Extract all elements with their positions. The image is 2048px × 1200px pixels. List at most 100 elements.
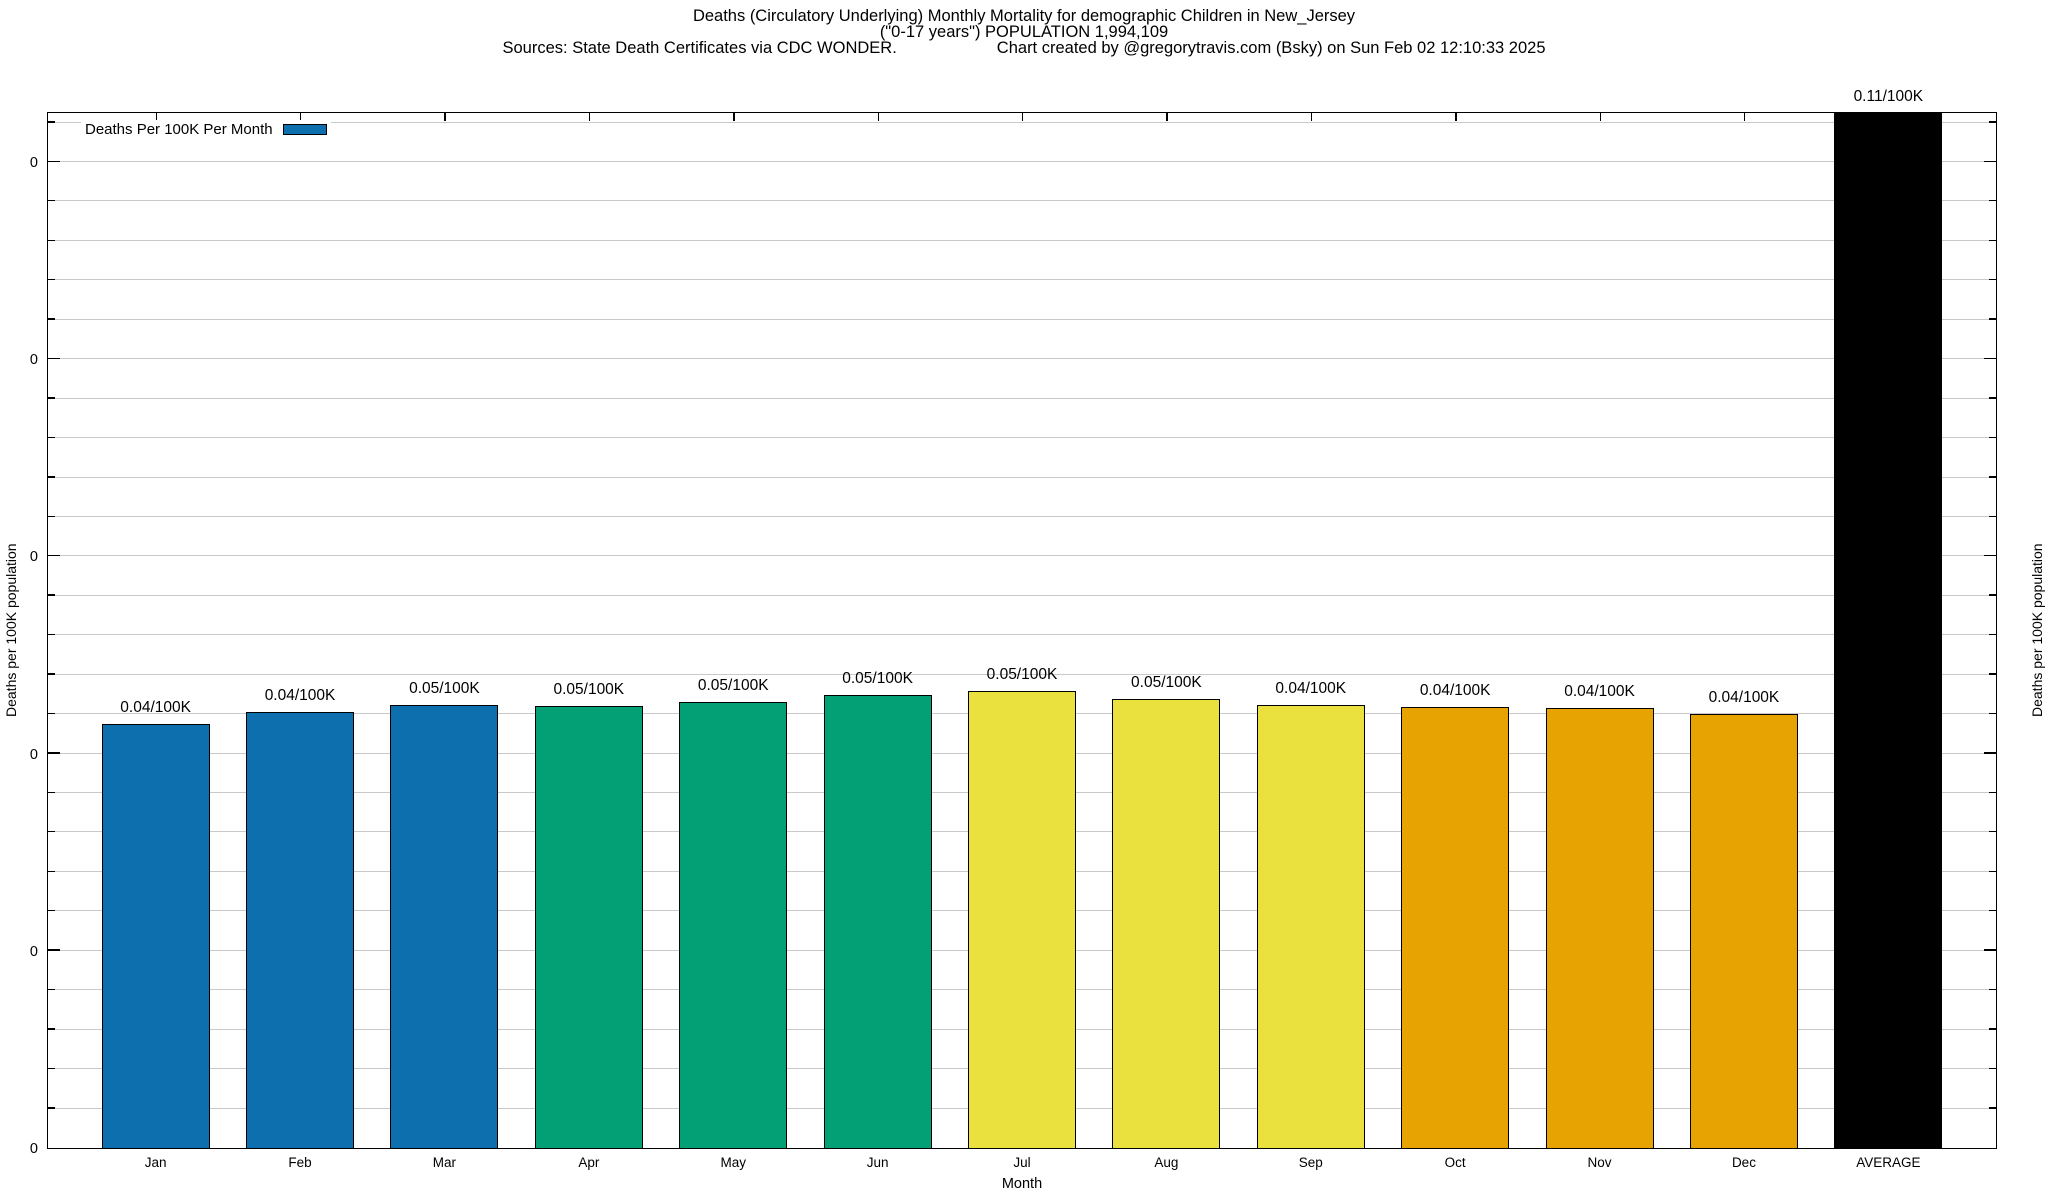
minor-gridline (48, 437, 1996, 439)
major-gridline (48, 555, 1996, 557)
y-axis-tick (1989, 515, 1996, 517)
y-axis-tick (48, 831, 55, 833)
plot-area: 0.04/100K 0.04/100K 0.05/100K 0.05/100K 0.05… (47, 88, 1997, 1149)
bar-slot-jun: 0.05/100K (805, 113, 949, 1148)
legend-color-swatch (282, 124, 327, 135)
bar-feb (246, 712, 355, 1148)
y-axis-tick (1984, 752, 1996, 754)
y-axis-tick (1989, 909, 1996, 912)
chart-title-line3: Sources: State Death Certificates via CD… (0, 39, 2048, 57)
x-axis-top-tick (155, 113, 158, 121)
bar-slot-oct: 0.04/100K (1383, 113, 1527, 1148)
y-axis-tick (48, 278, 55, 281)
y-axis-tick (1984, 160, 1996, 162)
y-axis-tick-label: 0 (29, 352, 38, 369)
bar-value-label-apr: 0.05/100K (553, 681, 625, 699)
y-axis-tick (1989, 436, 1996, 439)
y-axis-tick (48, 555, 60, 557)
x-axis-title: Month (1001, 1176, 1043, 1192)
y-axis-tick (48, 870, 55, 872)
major-gridline (48, 358, 1996, 360)
minor-gridline (48, 200, 1996, 202)
x-axis-top-tick (1888, 113, 1890, 121)
x-axis-top-tick (733, 113, 735, 121)
x-axis-top-tick (1743, 113, 1746, 121)
bar-value-label-nov: 0.04/100K (1564, 683, 1635, 701)
minor-gridline (48, 279, 1996, 281)
y-axis-tick (1989, 239, 1996, 241)
y-axis-title-left: Deaths per 100K population (3, 543, 19, 718)
y-axis-tick (48, 988, 55, 991)
bar-slot-nov: 0.04/100K (1527, 113, 1671, 1148)
y-axis-tick (1984, 357, 1996, 360)
bar-value-label-average: 0.11/100K (1853, 88, 1924, 105)
y-axis-tick-label: 0 (29, 943, 38, 960)
bar-slot-aug: 0.05/100K (1094, 113, 1238, 1148)
bar-nov (1545, 708, 1654, 1148)
minor-gridline (48, 318, 1996, 320)
y-axis-tick (1989, 318, 1996, 320)
bar-apr (534, 706, 643, 1148)
y-axis-tick (48, 1028, 55, 1030)
chart-credit: Chart created by @gregorytravis.com (Bsk… (996, 39, 1546, 57)
y-axis-tick (48, 1067, 55, 1070)
y-axis-tick (48, 673, 55, 675)
bars-row: 0.04/100K 0.04/100K 0.05/100K 0.05/100K 0.05… (48, 88, 1996, 1148)
x-tick-label-apr: Apr (578, 1155, 600, 1170)
y-axis-tick (1989, 988, 1996, 991)
x-tick-label-jun: Jun (866, 1155, 889, 1170)
y-axis-tick (1989, 712, 1996, 715)
x-tick-label-feb: Feb (288, 1155, 312, 1170)
x-axis-top-tick (1021, 113, 1024, 121)
minor-gridline (48, 397, 1996, 399)
y-axis-tick (48, 791, 55, 794)
y-axis-tick (1989, 870, 1996, 872)
x-axis-top-tick (1455, 113, 1457, 121)
y-axis-tick-label: 0 (29, 1141, 38, 1157)
chart-title-line1: Deaths (Circulatory Underlying) Monthly … (692, 7, 1356, 25)
bar-sep (1256, 705, 1365, 1148)
y-axis-tick-label: 0 (29, 549, 38, 566)
bar-slot-sep: 0.04/100K (1239, 113, 1383, 1148)
y-axis-tick (1989, 121, 1996, 123)
y-axis-tick (48, 239, 55, 241)
y-axis-tick (48, 318, 55, 320)
y-axis-tick (1989, 476, 1996, 478)
x-tick-label-nov: Nov (1587, 1155, 1612, 1170)
x-tick-label-may: May (720, 1155, 746, 1170)
bar-oct (1401, 707, 1510, 1148)
minor-gridline (48, 121, 1996, 123)
chart-title-line2: ("0-17 years") POPULATION 1,994,109 (879, 23, 1169, 41)
minor-gridline (48, 634, 1996, 636)
y-axis-tick (48, 909, 55, 912)
bar-slot-average: 0.11/100K (1816, 88, 1960, 1148)
minor-gridline (48, 476, 1996, 478)
bar-value-label-feb: 0.04/100K (264, 687, 336, 705)
x-tick-label-sep: Sep (1298, 1155, 1323, 1170)
x-tick-label-oct: Oct (1444, 1155, 1466, 1170)
chart-header: Deaths (Circulatory Underlying) Monthly … (0, 7, 2048, 57)
x-axis-top-tick (300, 113, 302, 121)
y-axis-tick (48, 436, 55, 439)
y-axis-tick (1989, 1107, 1996, 1109)
bar-slot-feb: 0.04/100K (228, 113, 372, 1148)
major-gridline (48, 161, 1996, 162)
bar-slot-may: 0.05/100K (661, 113, 805, 1148)
x-axis-top-tick (588, 113, 591, 121)
x-tick-label-dec: Dec (1731, 1155, 1756, 1170)
bar-slot-apr: 0.05/100K (517, 113, 661, 1148)
bar-average (1834, 113, 1943, 1148)
bar-value-label-jul: 0.05/100K (986, 665, 1058, 683)
y-axis-tick-label: 0 (29, 155, 38, 171)
y-axis-tick (48, 594, 55, 596)
bar-aug (1112, 698, 1221, 1148)
bar-may (679, 701, 788, 1148)
y-axis-tick (1989, 791, 1996, 794)
bar-dec (1689, 714, 1798, 1148)
legend-label: Deaths Per 100K Per Month (85, 121, 273, 138)
y-axis-tick (48, 1107, 55, 1109)
bar-value-label-sep: 0.04/100K (1275, 680, 1347, 698)
y-axis-tick (1989, 831, 1996, 833)
y-axis-tick (1989, 1028, 1996, 1030)
y-axis-tick (1989, 673, 1996, 675)
